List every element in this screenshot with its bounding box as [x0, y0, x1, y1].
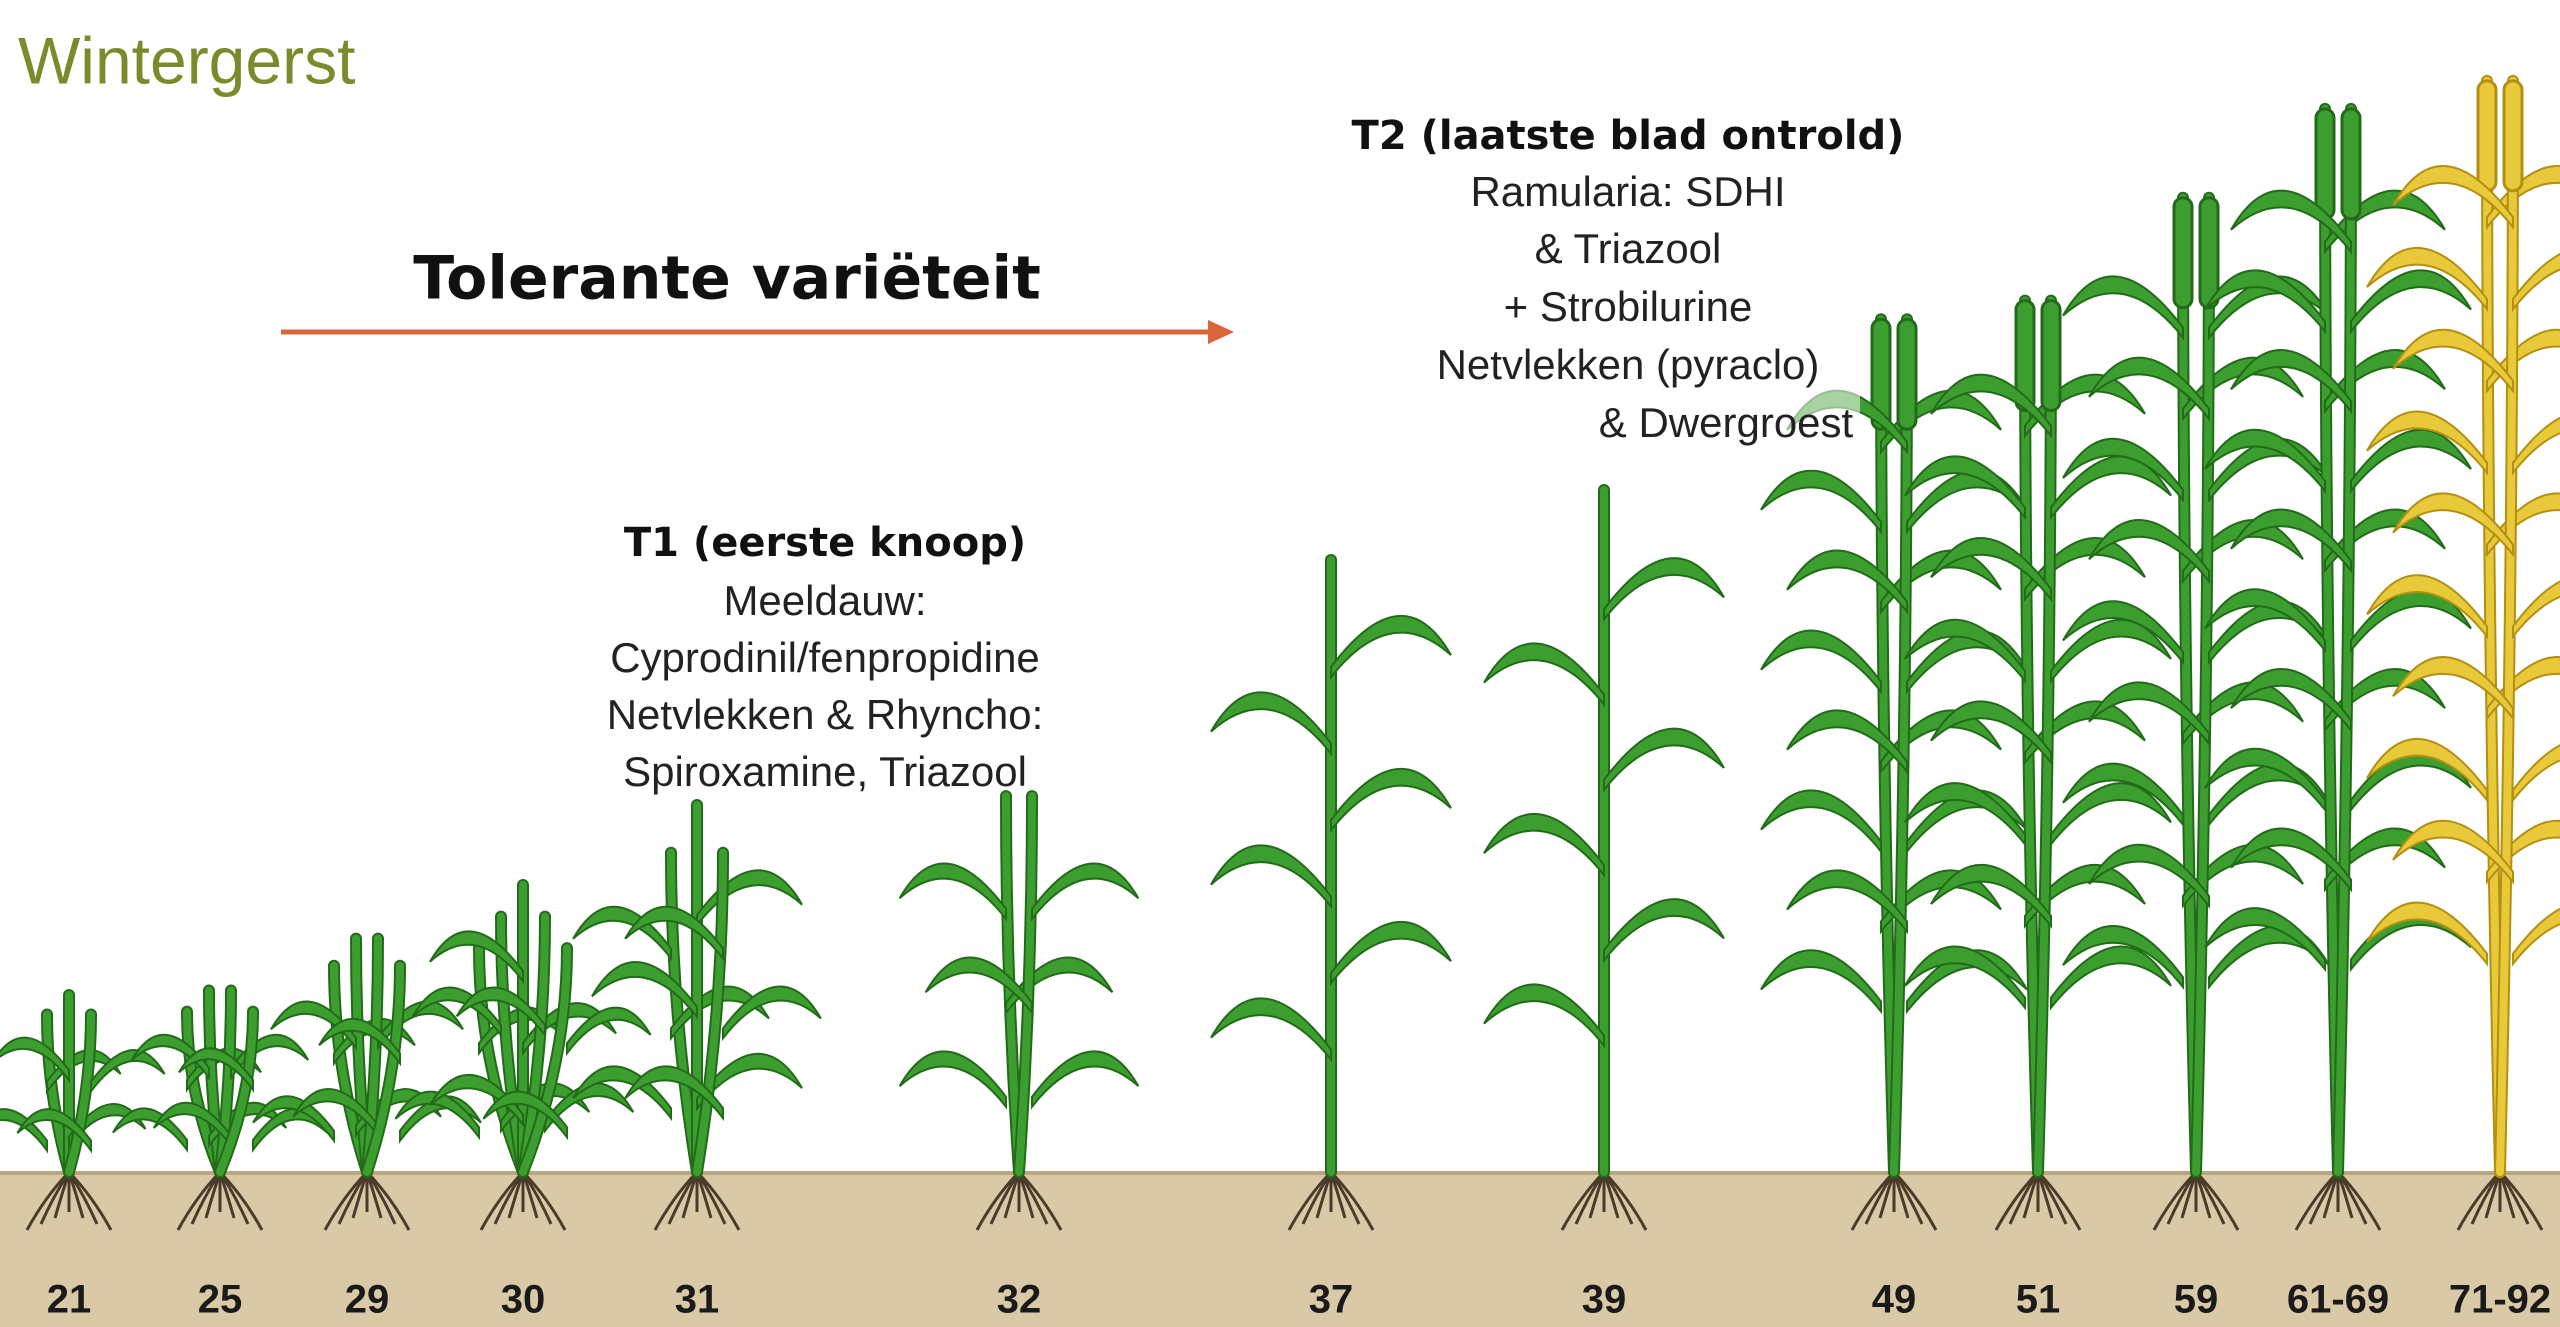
t1-line: Spiroxamine, Triazool	[623, 748, 1027, 795]
leaf	[1032, 864, 1138, 919]
variety-label: Tolerante variëteit	[413, 244, 1041, 314]
leaf	[1211, 845, 1331, 906]
stem	[2196, 198, 2209, 1172]
leaf	[1331, 922, 1451, 983]
leaf	[2351, 270, 2471, 331]
t1-heading: T1 (eerste knoop)	[624, 520, 1026, 566]
leaf	[1604, 899, 1724, 960]
plant	[1211, 560, 1451, 1230]
leaf	[1905, 947, 2025, 1008]
t1-line: Meeldauw:	[723, 577, 926, 624]
leaf	[1484, 984, 1604, 1045]
leaf	[1211, 692, 1331, 753]
arrow-head	[1208, 320, 1234, 344]
t1-line: Netvlekken & Rhyncho:	[607, 691, 1044, 738]
t2-line: + Strobilurine	[1504, 283, 1753, 330]
leaf	[1484, 643, 1604, 704]
leaf	[2513, 248, 2560, 309]
ear	[2504, 81, 2522, 191]
t1-line: Cyprodinil/fenpropidine	[610, 634, 1040, 681]
t2-line: & Triazool	[1535, 225, 1722, 272]
stage-label: 25	[198, 1278, 243, 1322]
t1-block: T1 (eerste knoop) Meeldauw: Cyprodinil/f…	[607, 520, 1044, 795]
leaf	[1761, 950, 1881, 1011]
ear	[2174, 198, 2192, 308]
stage-label: 51	[2016, 1278, 2061, 1322]
leaf	[900, 1051, 1006, 1106]
leaf	[1006, 957, 1112, 1012]
leaf	[1331, 769, 1451, 830]
leaf	[1484, 814, 1604, 875]
leaf	[1604, 558, 1724, 619]
t2-line: & Dwergroest	[1599, 399, 1854, 446]
t2-block: T2 (laatste blad ontrold) Ramularia: SDH…	[1352, 105, 1905, 470]
leaf	[2513, 903, 2560, 964]
plant	[1905, 301, 2171, 1230]
leaf	[926, 957, 1032, 1012]
ear	[2342, 109, 2360, 219]
stage-label: 32	[997, 1278, 1042, 1322]
stage-label: 30	[501, 1278, 546, 1322]
leaf	[2487, 493, 2560, 554]
stage-label: 49	[1872, 1278, 1917, 1322]
t2-line: Netvlekken (pyraclo)	[1437, 341, 1820, 388]
leaf	[2209, 926, 2329, 987]
infographic: Wintergerst Tolerante variëteit T1 (eers…	[0, 0, 2560, 1327]
stem	[2338, 109, 2351, 1172]
t2-heading: T2 (laatste blad ontrold)	[1352, 113, 1905, 159]
stage-label: 71-92	[2449, 1278, 2551, 1322]
page-title: Wintergerst	[18, 23, 355, 97]
leaf	[1211, 998, 1331, 1059]
stage-label: 31	[675, 1278, 720, 1322]
plant	[1484, 490, 1724, 1230]
t2-line: Ramularia: SDHI	[1470, 168, 1785, 215]
leaf	[1905, 783, 2025, 844]
stage-label: 21	[47, 1278, 92, 1322]
leaf	[2487, 330, 2560, 391]
ear	[2042, 301, 2060, 411]
leaf	[1761, 471, 1881, 532]
stage-label: 29	[345, 1278, 390, 1322]
stage-label: 37	[1309, 1278, 1354, 1322]
leaf	[2513, 412, 2560, 473]
leaf	[1604, 729, 1724, 790]
plant	[900, 796, 1139, 1230]
stem	[2500, 81, 2513, 1172]
leaf	[1032, 1051, 1138, 1106]
stage-label: 39	[1582, 1278, 1627, 1322]
leaf	[2063, 276, 2183, 337]
leaf	[900, 864, 1006, 919]
leaf	[2487, 657, 2560, 718]
leaf	[697, 870, 802, 925]
ear	[2478, 81, 2496, 191]
ear	[2200, 198, 2218, 308]
ear	[2316, 109, 2334, 219]
leaf	[1761, 790, 1881, 851]
leaf	[2513, 575, 2560, 636]
plants	[0, 81, 2560, 1230]
plant	[2367, 81, 2560, 1230]
leaf	[2513, 739, 2560, 800]
ear	[1898, 319, 1916, 429]
stage-label: 59	[2174, 1278, 2219, 1322]
stage-label: 61-69	[2287, 1278, 2389, 1322]
leaf	[1761, 630, 1881, 691]
leaf	[1331, 616, 1451, 677]
